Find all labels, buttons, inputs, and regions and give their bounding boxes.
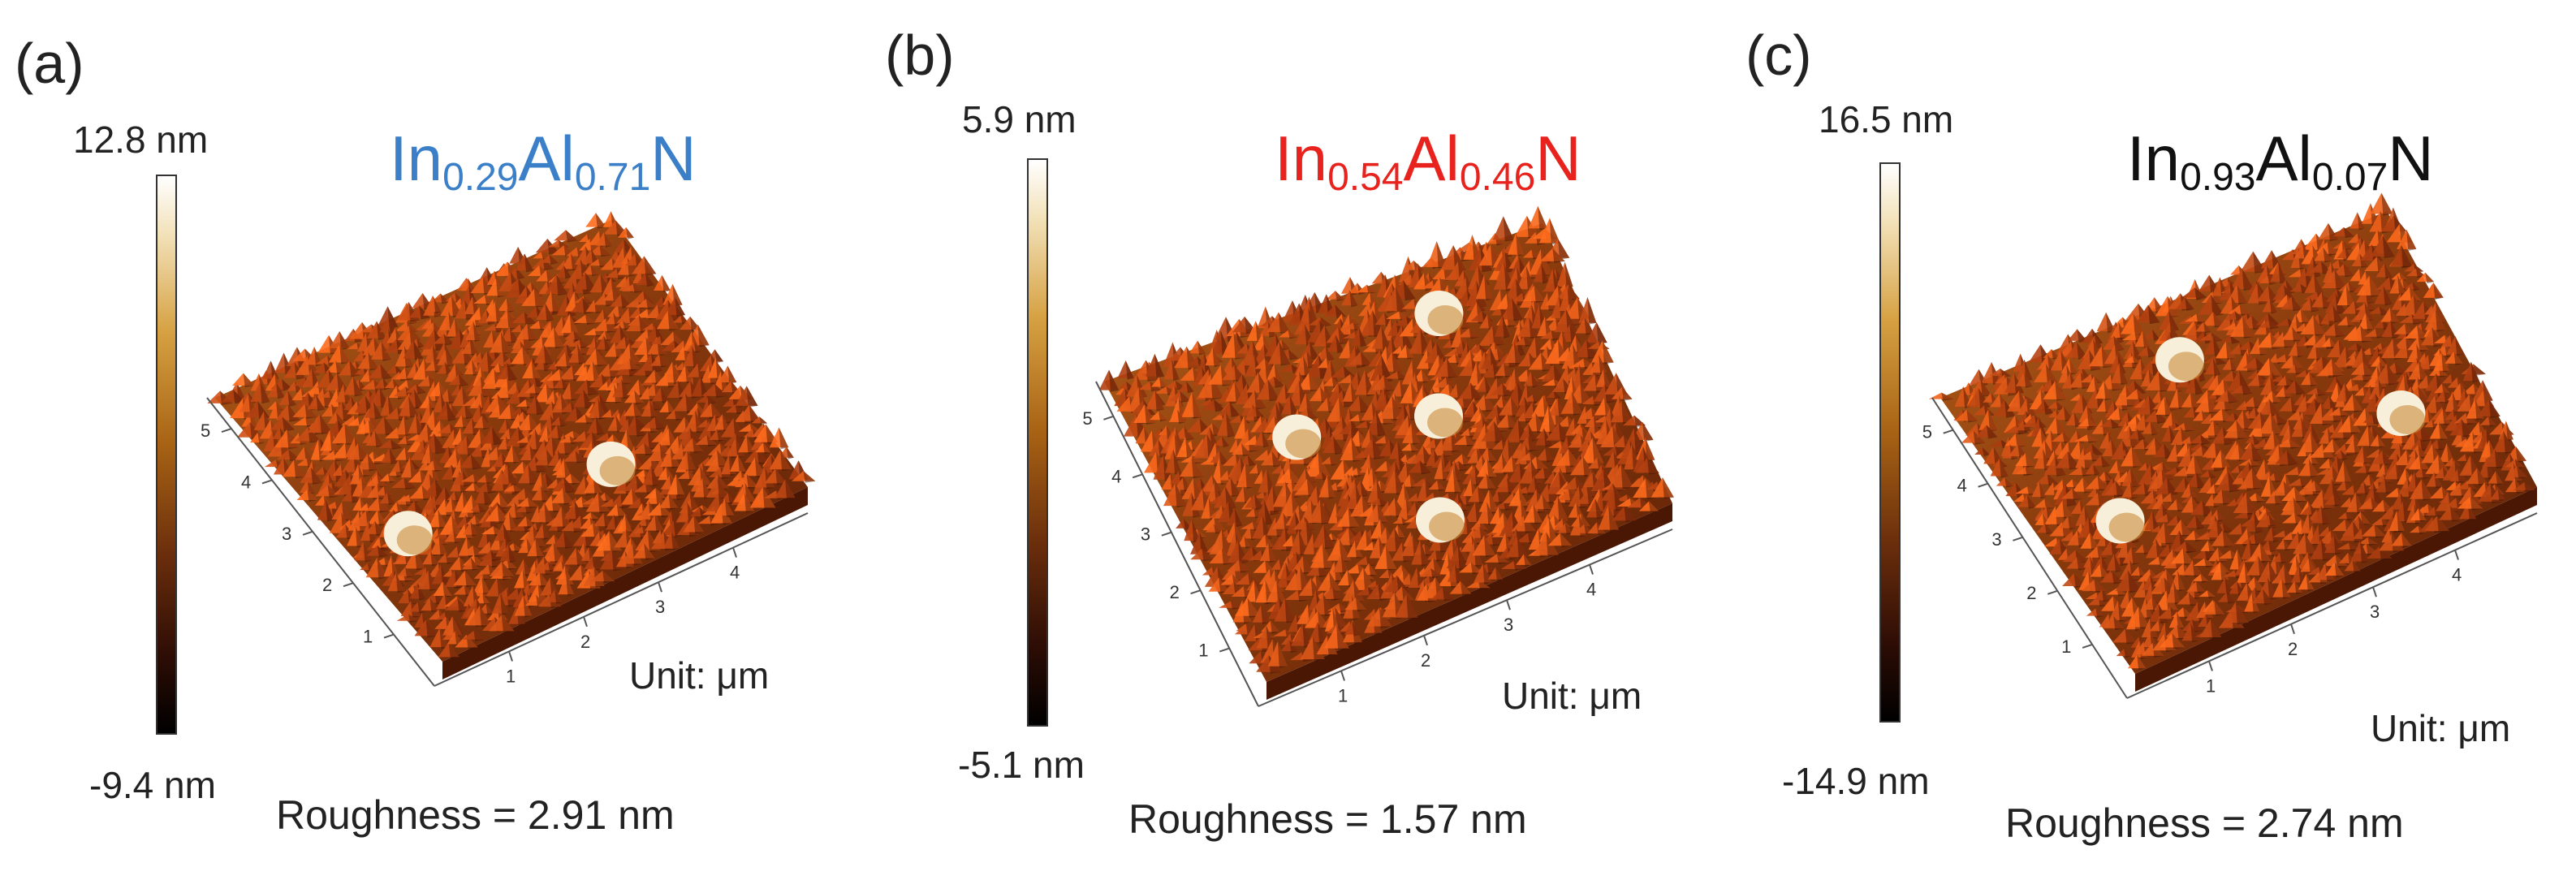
sample-formula: In0.54Al0.46N <box>1275 122 1581 200</box>
surface-texture <box>207 211 816 659</box>
x-tick-label: 4 <box>2452 565 2462 585</box>
unit-label: Unit: μm <box>629 654 770 697</box>
y-tick-label: 2 <box>322 575 332 595</box>
x-tick-label: 2 <box>2288 639 2298 659</box>
y-tick-label: 1 <box>1198 641 1208 661</box>
roughness-label: Roughness = 2.74 nm <box>2005 800 2404 846</box>
formula-element-n: N <box>1535 123 1581 194</box>
x-tick-label: 2 <box>580 632 590 652</box>
formula-element-in: In <box>1275 123 1328 194</box>
roughness-label: Roughness = 2.91 nm <box>276 792 675 838</box>
y-tick-label: 4 <box>1957 476 1967 496</box>
formula-element-n: N <box>650 123 697 194</box>
y-axis-line <box>1931 397 2128 699</box>
y-axis-line <box>1095 381 1259 707</box>
afm-panel-c: (c) 16.5 nm -14.9 nm In0.93Al0.07N 1 2 3 4 5… <box>1721 0 2576 893</box>
roughness-label: Roughness = 1.57 nm <box>1128 796 1527 842</box>
x-tick-label: 1 <box>2206 675 2216 696</box>
height-colorbar <box>156 175 177 735</box>
panel-label: (a) <box>15 32 84 95</box>
panel-label: (c) <box>1745 24 1812 87</box>
height-colorbar <box>1027 158 1048 727</box>
scale-max-label: 16.5 nm <box>1819 98 1954 140</box>
x-tick-label: 3 <box>2370 602 2380 622</box>
formula-sub-in: 0.93 <box>2180 156 2256 199</box>
y-tick-label: 3 <box>282 524 291 544</box>
sample-formula: In0.93Al0.07N <box>2127 122 2434 200</box>
x-tick-label: 4 <box>1586 580 1596 600</box>
scale-min-label: -9.4 nm <box>89 764 216 806</box>
formula-sub-al: 0.46 <box>1459 156 1536 199</box>
y-axis-line <box>206 397 435 687</box>
surface-texture <box>1098 205 1674 674</box>
formula-sub-in: 0.29 <box>442 156 519 199</box>
formula-element-al: Al <box>2255 123 2312 194</box>
x-tick-label: 4 <box>730 563 740 583</box>
panel-label: (b) <box>885 24 955 87</box>
unit-label: Unit: μm <box>2371 707 2511 749</box>
formula-element-n: N <box>2388 123 2434 194</box>
scale-max-label: 12.8 nm <box>73 119 209 161</box>
y-tick-label: 3 <box>1141 524 1150 545</box>
formula-element-al: Al <box>518 123 575 194</box>
afm-panel-b: (b) 5.9 nm -5.1 nm In0.54Al0.46N 1 2 3 4 5 1 2… <box>861 0 1721 893</box>
unit-label: Unit: μm <box>1502 675 1642 717</box>
y-tick-label: 5 <box>1082 408 1092 429</box>
formula-element-in: In <box>390 123 443 194</box>
y-tick-label: 2 <box>2026 583 2036 603</box>
formula-element-al: Al <box>1403 123 1460 194</box>
y-tick-label: 2 <box>1170 582 1180 602</box>
surface-front-side <box>442 487 808 679</box>
x-tick-label: 3 <box>1504 615 1513 635</box>
y-tick-label: 3 <box>1991 529 2001 550</box>
sample-formula: In0.29Al0.71N <box>390 122 697 200</box>
afm-surface-plot: 1 2 3 4 5 1 2 3 4 <box>1082 205 1674 707</box>
formula-sub-in: 0.54 <box>1327 156 1404 199</box>
formula-sub-al: 0.07 <box>2311 156 2388 199</box>
scale-min-label: -14.9 nm <box>1782 760 1930 802</box>
y-tick-label: 1 <box>2061 636 2071 657</box>
x-tick-label: 2 <box>1421 650 1430 671</box>
y-tick-label: 4 <box>1111 466 1121 486</box>
x-tick-label: 1 <box>1338 685 1348 705</box>
height-colorbar <box>1879 162 1901 723</box>
y-tick-label: 5 <box>1922 422 1932 442</box>
surface-front-side <box>2135 487 2537 692</box>
afm-surface-plot: 1 2 3 4 5 1 2 3 4 <box>201 211 816 687</box>
x-axis-line <box>434 512 809 687</box>
y-tick-label: 1 <box>363 627 373 647</box>
afm-surface-plot: 1 2 3 4 5 1 2 3 4 <box>1922 192 2538 699</box>
x-tick-label: 3 <box>655 597 665 617</box>
formula-element-in: In <box>2127 123 2181 194</box>
x-axis-line <box>1258 528 1673 707</box>
y-tick-label: 5 <box>201 421 210 441</box>
formula-sub-al: 0.71 <box>574 156 651 199</box>
surface-front-side <box>1266 503 1672 700</box>
y-tick-label: 4 <box>241 472 251 492</box>
scale-min-label: -5.1 nm <box>958 744 1085 786</box>
x-tick-label: 1 <box>506 666 516 686</box>
scale-max-label: 5.9 nm <box>962 98 1077 140</box>
x-axis-line <box>2126 512 2538 699</box>
